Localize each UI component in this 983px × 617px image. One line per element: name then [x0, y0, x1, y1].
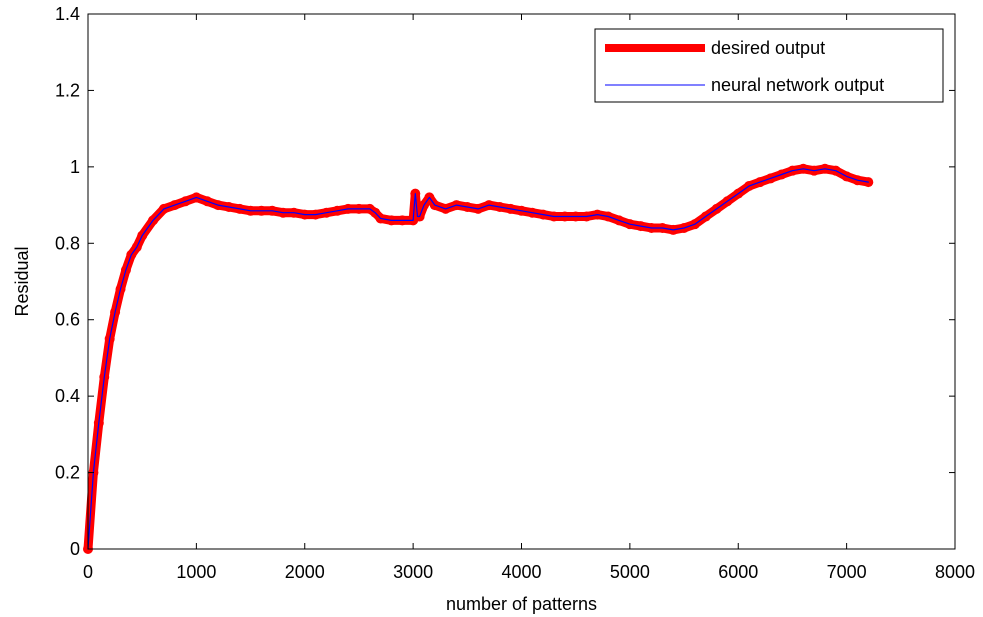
y-tick-label: 1 [70, 157, 80, 177]
x-axis-label: number of patterns [446, 594, 597, 614]
x-tick-label: 1000 [176, 562, 216, 582]
plot-area [83, 163, 874, 554]
x-tick-label: 8000 [935, 562, 975, 582]
legend-label-desired-output: desired output [711, 38, 825, 58]
legend: desired output neural network output [594, 28, 944, 103]
axis-ticks [87, 13, 956, 550]
y-tick-label: 0.6 [55, 310, 80, 330]
x-axis-tick-labels: 0 1000 2000 3000 4000 5000 6000 7000 8000 [83, 562, 975, 582]
y-tick-label: 0.8 [55, 233, 80, 253]
x-tick-label: 4000 [501, 562, 541, 582]
y-axis-label: Residual [12, 246, 32, 316]
x-tick-label: 5000 [610, 562, 650, 582]
legend-label-neural-network-output: neural network output [711, 75, 884, 95]
x-tick-label: 7000 [827, 562, 867, 582]
x-tick-label: 6000 [718, 562, 758, 582]
y-tick-label: 0 [70, 539, 80, 559]
x-tick-label: 3000 [393, 562, 433, 582]
y-tick-label: 0.2 [55, 463, 80, 483]
x-tick-label: 2000 [285, 562, 325, 582]
y-tick-label: 1.2 [55, 80, 80, 100]
series-line-neural-network-output [87, 168, 869, 550]
y-tick-label: 1.4 [55, 4, 80, 24]
y-axis-tick-labels: 0 0.2 0.4 0.6 0.8 1 1.2 1.4 [55, 4, 80, 559]
x-tick-label: 0 [83, 562, 93, 582]
legend-box [594, 28, 944, 103]
y-tick-label: 0.4 [55, 386, 80, 406]
